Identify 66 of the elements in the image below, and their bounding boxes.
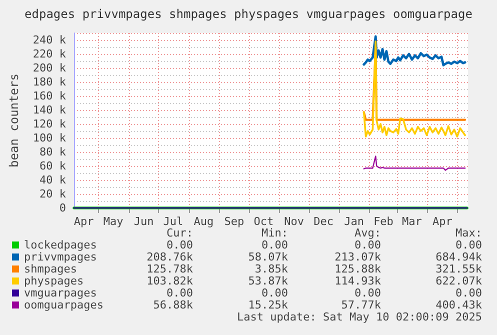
y-tick-label: 60 k — [40, 160, 66, 172]
x-tick-label: Nov — [284, 215, 304, 228]
legend-label: privvmpages — [24, 250, 97, 264]
text: 125.78k — [146, 262, 194, 276]
text: 400.43k — [436, 298, 482, 312]
text: 58.07k — [248, 250, 288, 264]
text: 0.00 — [262, 286, 288, 300]
x-tick-label: Mar — [402, 215, 422, 228]
x-tick-label: May — [103, 215, 124, 228]
text: Max: — [456, 226, 482, 240]
text: 57.77k — [341, 298, 382, 312]
y-tick-label: 20 k — [40, 188, 66, 200]
text: 0.00 — [262, 238, 288, 252]
y-tick-label: 80 k — [40, 146, 66, 158]
text: Min: — [262, 226, 288, 240]
y-tick-label: 100 k — [32, 132, 66, 144]
legend-label: vmguarpages — [24, 286, 97, 300]
line-series — [362, 40, 466, 138]
text: 0.00 — [354, 286, 381, 300]
y-tick-label: 220 k — [32, 48, 66, 60]
y-tick-label: 120 k — [32, 118, 66, 130]
legend-label: physpages — [24, 274, 84, 288]
text: 321.55k — [436, 262, 482, 276]
y-axis-title: bean counters — [7, 74, 21, 168]
text: 208.76k — [146, 250, 194, 264]
text: 684.94k — [436, 250, 482, 264]
x-tick-label: Jun — [134, 215, 154, 228]
legend-label: lockedpages — [24, 238, 97, 252]
x-tick-label: Aug — [194, 215, 214, 228]
y-tick-label: 240 k — [32, 34, 66, 46]
text: 114.93k — [334, 274, 382, 288]
text: 622.07k — [436, 274, 482, 288]
text: 15.25k — [248, 298, 288, 312]
y-tick-label: 140 k — [32, 104, 66, 116]
text: 0.00 — [166, 286, 193, 300]
legend-label: oomguarpages — [24, 298, 104, 312]
text: 125.88k — [334, 262, 382, 276]
text: 0.00 — [456, 286, 482, 300]
y-tick-label: 180 k — [32, 76, 66, 88]
text: 0.00 — [354, 238, 381, 252]
text: 0.00 — [456, 238, 482, 252]
text: 53.87k — [248, 274, 288, 288]
text: Avg: — [354, 226, 381, 240]
text: 0.00 — [166, 238, 193, 252]
x-tick-label: Sep — [224, 215, 244, 228]
text: 56.88k — [153, 298, 194, 312]
legend-label: shmpages — [24, 262, 77, 276]
y-tick-label: 200 k — [32, 62, 66, 74]
text: 213.07k — [334, 250, 382, 264]
line-series — [362, 35, 466, 66]
chart-title: edpages privvmpages shmpages physpages vmguarpages oomguarpage — [24, 7, 472, 21]
text: Cur: — [166, 226, 193, 240]
x-tick-label: Feb — [374, 215, 394, 228]
text: 103.82k — [146, 274, 194, 288]
x-tick-label: Apr — [432, 215, 453, 228]
y-tick-label: 160 k — [32, 90, 66, 102]
text: 3.85k — [254, 262, 288, 276]
x-tick-label: Apr — [74, 215, 94, 228]
text: Last update: Sat May 10 02:00:09 2025 — [236, 310, 482, 324]
line-series — [363, 156, 466, 171]
x-tick-label: Jan — [344, 215, 364, 228]
x-tick-label: Jul — [163, 215, 184, 228]
y-tick-label: 40 k — [40, 174, 66, 186]
y-tick-label: 0 — [59, 202, 66, 214]
x-tick-label: Oct — [254, 215, 274, 228]
x-tick-label: Dec — [314, 215, 334, 228]
